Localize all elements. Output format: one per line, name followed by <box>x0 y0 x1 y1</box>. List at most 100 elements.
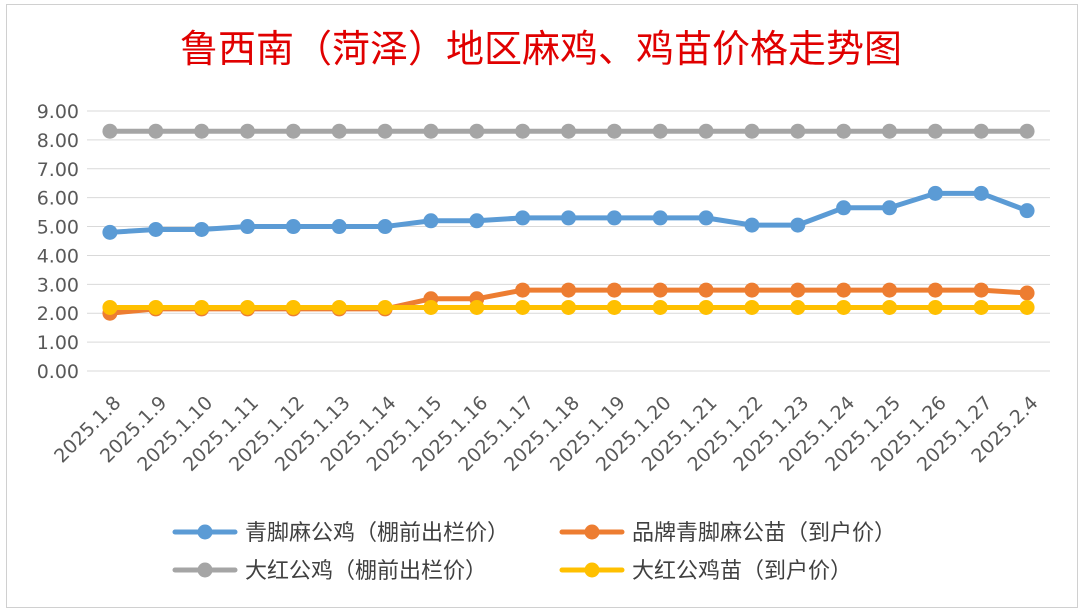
data-point <box>698 210 714 226</box>
y-tick-label: 4.00 <box>37 245 79 267</box>
data-point <box>973 282 989 298</box>
data-point <box>102 299 118 315</box>
data-point <box>148 123 164 139</box>
data-point <box>836 123 852 139</box>
legend-swatch-marker <box>197 524 213 540</box>
data-point <box>836 299 852 315</box>
data-point <box>194 221 210 237</box>
data-point <box>698 282 714 298</box>
legend: 青脚麻公鸡（棚前出栏价） 品牌青脚麻公苗（到户价） 大红公鸡（棚前出栏价） 大红公鸡苗… <box>172 521 896 584</box>
legend-swatch-marker <box>197 562 213 578</box>
data-point <box>148 221 164 237</box>
data-point <box>561 299 576 315</box>
data-point <box>882 282 897 298</box>
data-point <box>927 299 943 315</box>
data-point <box>102 123 118 139</box>
legend-label: 大红公鸡苗（到户价） <box>632 559 852 584</box>
data-point <box>744 217 760 233</box>
data-point <box>652 123 668 139</box>
y-tick-label: 5.00 <box>37 217 79 239</box>
data-point <box>331 219 347 235</box>
data-point <box>927 123 943 139</box>
data-point <box>1019 299 1035 315</box>
legend-label: 青脚麻公鸡（棚前出栏价） <box>245 521 509 546</box>
series-3 <box>102 299 1035 315</box>
data-point <box>561 123 576 139</box>
data-point <box>423 123 439 139</box>
data-point <box>973 123 989 139</box>
data-point <box>927 185 943 201</box>
data-point <box>836 200 852 216</box>
legend-label: 品牌青脚麻公苗（到户价） <box>632 521 896 546</box>
data-point <box>469 123 485 139</box>
data-point <box>285 123 301 139</box>
data-point <box>698 123 714 139</box>
data-point <box>836 282 852 298</box>
gridlines <box>87 110 1050 372</box>
data-point <box>652 282 668 298</box>
data-point <box>194 299 210 315</box>
y-axis-ticks: 0.00 1.00 2.00 3.00 4.00 5.00 6.00 7.00 8.00 9.00 <box>37 101 79 383</box>
data-point <box>240 219 255 235</box>
chart-title: 鲁西南（菏泽）地区麻鸡、鸡苗价格走势图 <box>180 27 902 71</box>
series-0 <box>102 185 1035 240</box>
data-point <box>515 210 531 226</box>
data-point <box>973 299 989 315</box>
data-point <box>331 299 347 315</box>
data-point <box>606 282 622 298</box>
data-point <box>698 299 714 315</box>
data-point <box>285 299 301 315</box>
data-point <box>515 299 531 315</box>
data-point <box>102 224 118 240</box>
data-point <box>377 299 393 315</box>
data-point <box>515 123 531 139</box>
data-point <box>240 123 255 139</box>
series-2 <box>102 123 1035 139</box>
data-point <box>561 282 576 298</box>
data-point <box>790 217 806 233</box>
data-point <box>515 282 531 298</box>
x-axis-ticks: 2025.1.82025.1.92025.1.102025.1.112025.1… <box>50 392 1043 476</box>
data-point <box>469 213 485 229</box>
data-point <box>790 299 806 315</box>
data-point <box>1019 285 1035 301</box>
legend-item: 青脚麻公鸡（棚前出栏价） <box>172 521 509 546</box>
legend-item: 大红公鸡苗（到户价） <box>559 559 852 584</box>
legend-label: 大红公鸡（棚前出栏价） <box>245 559 487 584</box>
data-point <box>561 210 576 226</box>
legend-item: 大红公鸡（棚前出栏价） <box>172 559 487 584</box>
data-point <box>469 299 485 315</box>
data-point <box>652 299 668 315</box>
legend-item: 品牌青脚麻公苗（到户价） <box>559 521 896 546</box>
data-point <box>423 213 439 229</box>
data-point <box>1019 123 1035 139</box>
legend-swatch-marker <box>584 562 600 578</box>
data-point <box>606 299 622 315</box>
data-point <box>882 123 897 139</box>
data-point <box>744 282 760 298</box>
legend-swatch-marker <box>584 524 600 540</box>
data-point <box>377 123 393 139</box>
data-point <box>240 299 255 315</box>
series-lines <box>102 123 1035 321</box>
data-point <box>423 299 439 315</box>
data-point <box>285 219 301 235</box>
data-point <box>652 210 668 226</box>
data-point <box>744 123 760 139</box>
data-point <box>194 123 210 139</box>
y-tick-label: 0.00 <box>37 361 79 383</box>
data-point <box>377 219 393 235</box>
data-point <box>790 123 806 139</box>
y-tick-label: 6.00 <box>37 188 79 210</box>
data-point <box>790 282 806 298</box>
y-tick-label: 3.00 <box>37 274 79 296</box>
chart-area: 鲁西南（菏泽）地区麻鸡、鸡苗价格走势图 0.00 1.00 2.00 3.00 4.00… <box>6 4 1078 608</box>
data-point <box>882 299 897 315</box>
data-point <box>606 210 622 226</box>
y-tick-label: 8.00 <box>37 130 79 152</box>
y-tick-label: 7.00 <box>37 159 79 181</box>
data-point <box>148 299 164 315</box>
y-tick-label: 1.00 <box>37 332 79 354</box>
chart-svg: 鲁西南（菏泽）地区麻鸡、鸡苗价格走势图 0.00 1.00 2.00 3.00 4.00… <box>37 27 1050 584</box>
data-point <box>1019 203 1035 219</box>
